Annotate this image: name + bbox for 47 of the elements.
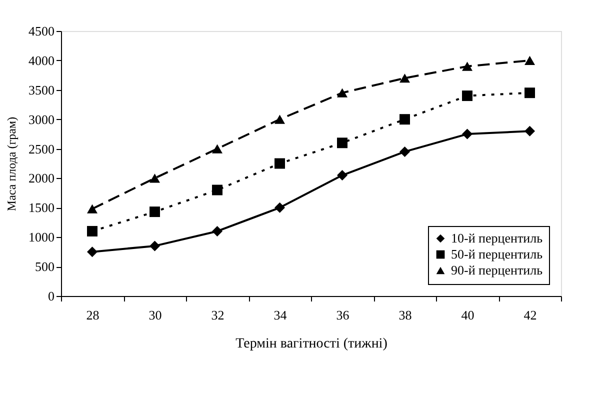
point [462,62,472,71]
point [400,114,410,125]
y-tick-label: 2000 [28,170,54,186]
point [274,158,285,169]
point [400,74,410,83]
point [462,128,472,140]
point [87,204,98,214]
x-tick-label: 36 [336,308,350,322]
point [337,138,348,148]
point [274,202,285,213]
x-tick-label: 28 [86,308,100,322]
point [524,56,535,65]
point [274,114,285,124]
x-tick-label: 34 [274,308,288,322]
y-tick-label: 1500 [28,200,54,216]
point [212,226,222,236]
y-tick-label: 1000 [28,230,54,245]
point [212,184,222,196]
point [337,170,348,181]
point [400,146,410,157]
y-tick-label: 4500 [28,24,54,38]
point [212,144,222,154]
legend-label: 10-й перцентиль [451,230,543,246]
point [150,240,160,252]
y-tick-label: 500 [35,259,54,274]
point [524,88,535,98]
point [462,90,472,102]
y-axis-title: Маса плода (грам) [4,116,18,212]
legend-label: 50-й перцентиль [451,246,543,262]
y-tick-label: 4000 [28,52,54,68]
x-tick-label: 42 [524,308,537,322]
x-tick-label: 38 [398,308,412,322]
y-tick-label: 0 [48,288,54,304]
y-tick-label: 2500 [28,141,54,156]
legend-label: 90-й перцентиль [451,262,543,278]
point [337,88,348,98]
point [150,174,160,183]
x-tick-label: 40 [461,308,474,322]
x-tick-label: 32 [211,308,224,322]
x-tick-label: 30 [148,308,162,322]
y-tick-label: 3000 [28,112,54,127]
point [524,126,535,136]
y-tick-label: 3500 [28,82,54,98]
point [150,206,160,218]
point [87,246,98,258]
x-axis-title: Термін вагітності (тижні) [236,336,388,352]
point [87,226,98,236]
